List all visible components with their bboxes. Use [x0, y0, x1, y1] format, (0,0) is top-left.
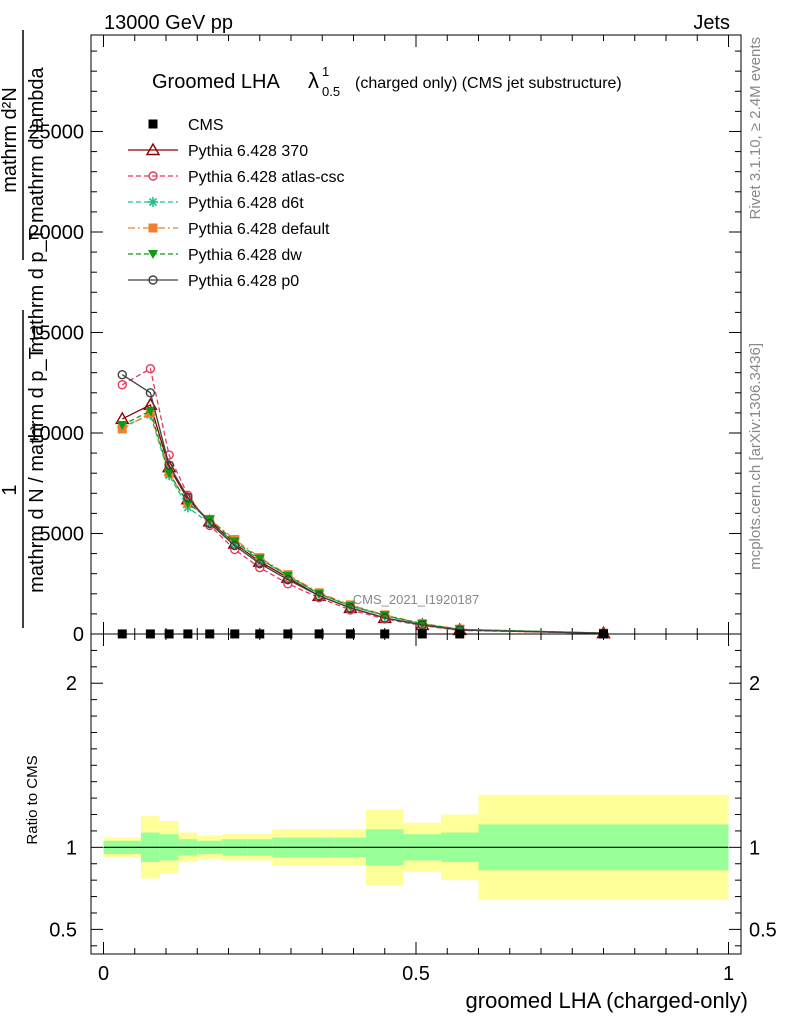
- star-stroke: [148, 197, 158, 207]
- series-line: [122, 409, 604, 634]
- y-tick-label-main: 0: [73, 624, 84, 646]
- legend-marker: [148, 197, 158, 207]
- ratio-frame: [90, 633, 742, 955]
- legend: CMS Pythia 6.428 370 Pythia 6.428 atlas-cs…: [128, 117, 345, 290]
- ratio-plot: 0 0.5 1 0.5 0.5 1 1 2 2: [49, 633, 777, 985]
- series-point: [205, 518, 215, 529]
- series-point: [379, 611, 390, 621]
- title-lambda: λ: [308, 68, 319, 93]
- series-point: [145, 363, 156, 374]
- y-tick-label-ratio-right: 2: [749, 673, 760, 695]
- mcplots-label: mcplots.cern.ch [arXiv:1306.3436]: [747, 343, 764, 570]
- legend-marker: [148, 119, 158, 129]
- ylabel-den1: mathrm d p_T mathrm d lambda: [26, 66, 48, 352]
- series-point: [117, 420, 128, 430]
- series-point: [164, 460, 174, 470]
- legend-marker: [148, 171, 158, 181]
- legend-label: Pythia 6.428 default: [188, 221, 330, 238]
- title-rest: (charged only) (CMS jet substructure): [355, 75, 622, 92]
- title-main: Groomed LHA: [152, 71, 280, 93]
- series-line: [122, 414, 604, 634]
- y-tick-label-main: 25000: [28, 121, 84, 143]
- main-plot: 0 5000 10000 15000 20000 25000: [28, 34, 742, 646]
- x-tick-label: 0.5: [402, 963, 430, 985]
- x-tick-label: 0: [98, 963, 109, 985]
- y-tick-label-main: 10000: [28, 423, 84, 445]
- y-tick-label-main: 5000: [40, 523, 85, 545]
- series-point: [345, 603, 356, 613]
- series-point: [145, 406, 156, 416]
- header-left: 13000 GeV pp: [104, 12, 233, 34]
- series-point: [117, 380, 127, 390]
- legend-marker: [148, 250, 158, 259]
- header-right: Jets: [693, 12, 730, 34]
- legend-label: Pythia 6.428 d6t: [188, 195, 304, 212]
- series-point: [164, 450, 174, 460]
- series-line: [121, 374, 604, 634]
- y-tick-label-ratio-right: 1: [749, 837, 760, 859]
- series-point: [145, 388, 156, 398]
- legend-marker: [145, 142, 161, 156]
- y-tick-label-ratio-left: 1: [66, 837, 77, 859]
- y-tick-label-ratio-left: 2: [66, 673, 77, 695]
- ylabel-den2: mathrm d N / mathrm d p_T: [26, 347, 48, 593]
- series-point: [380, 613, 390, 623]
- legend-label: Pythia 6.428 dw: [188, 247, 302, 264]
- title-sub: 0.5: [322, 84, 340, 99]
- legend-label: Pythia 6.428 atlas-csc: [188, 169, 345, 186]
- series-point: [283, 575, 293, 585]
- series-point: [164, 469, 175, 479]
- legend-marker: [148, 223, 158, 233]
- analysis-watermark: CMS_2021_I1920187: [353, 592, 480, 607]
- ylabel-num2: 1: [0, 484, 21, 495]
- title-sup: 1: [322, 64, 329, 79]
- legend-label: Pythia 6.428 370: [188, 143, 308, 160]
- ylabel-num1: mathrm d²N: [0, 87, 21, 193]
- series-point: [230, 540, 240, 551]
- main-ylabel: mathrm d²N mathrm d p_T mathrm d lambda …: [0, 30, 48, 628]
- series-point: [417, 620, 427, 630]
- x-tick-label: 1: [723, 963, 734, 985]
- x-axis-label: groomed LHA (charged-only): [466, 988, 748, 1013]
- y-tick-label-main: 20000: [28, 222, 84, 244]
- series-point: [183, 492, 193, 503]
- y-tick-label-main: 15000: [28, 322, 84, 344]
- legend-marker: [148, 275, 158, 285]
- series-point: [314, 591, 324, 601]
- series-point: [182, 499, 193, 509]
- rivet-version-label: Rivet 3.1.10, ≥ 2.4M events: [747, 37, 764, 220]
- y-tick-label-ratio-left: 0.5: [49, 919, 77, 941]
- series-point: [117, 370, 127, 380]
- plot-title: Groomed LHA λ 1 0.5 (charged only) (CMS …: [152, 64, 622, 99]
- legend-label: Pythia 6.428 p0: [188, 273, 299, 290]
- series-point: [255, 558, 265, 569]
- y-tick-label-ratio-right: 0.5: [749, 919, 777, 941]
- legend-label: CMS: [188, 117, 224, 134]
- ratio-ylabel: Ratio to CMS: [24, 755, 41, 844]
